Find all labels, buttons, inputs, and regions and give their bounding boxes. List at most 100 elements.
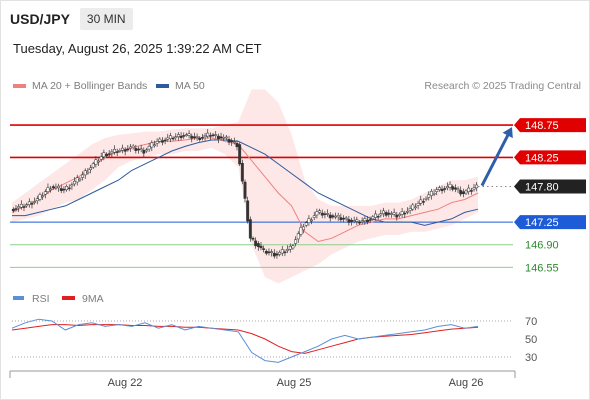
candle-up bbox=[176, 134, 180, 137]
candle-up bbox=[302, 226, 306, 231]
candle-up bbox=[75, 177, 79, 183]
candle-up bbox=[222, 137, 226, 139]
candle-down bbox=[328, 214, 332, 219]
candle-up bbox=[121, 147, 124, 151]
candle-up bbox=[312, 215, 316, 218]
candle-down bbox=[320, 212, 324, 216]
candle-up bbox=[203, 135, 207, 137]
timestamp: Tuesday, August 26, 2025 1:39:22 AM CET bbox=[13, 41, 262, 56]
candle-up bbox=[288, 246, 292, 250]
candle-up bbox=[408, 208, 412, 211]
level-label-147.80: 147.80 bbox=[525, 182, 559, 194]
rsi-legend-label: RSI bbox=[32, 293, 50, 305]
x-tick-label-Aug 22: Aug 22 bbox=[108, 377, 143, 389]
candle-up bbox=[429, 191, 433, 196]
candle-up bbox=[155, 141, 159, 144]
candle-up bbox=[49, 188, 53, 191]
timeframe-badge[interactable]: 30 MIN bbox=[79, 8, 133, 30]
candle-up bbox=[304, 222, 308, 226]
candle-down bbox=[275, 253, 279, 256]
candle-up bbox=[83, 170, 87, 176]
candle-up bbox=[291, 245, 295, 249]
rsi-line bbox=[11, 318, 479, 363]
candle-down bbox=[200, 137, 204, 139]
candle-down bbox=[421, 201, 425, 203]
candle-down bbox=[235, 142, 239, 148]
candle-down bbox=[267, 251, 271, 254]
candle-up bbox=[89, 167, 93, 170]
level-label-147.25: 147.25 bbox=[525, 217, 559, 229]
candle-down bbox=[227, 139, 231, 143]
ma20-swatch bbox=[13, 84, 26, 88]
candle-up bbox=[139, 148, 143, 151]
candle-down bbox=[251, 238, 255, 240]
candle-up bbox=[41, 195, 45, 198]
candle-up bbox=[129, 146, 132, 149]
candle-up bbox=[91, 163, 95, 168]
candle-up bbox=[153, 144, 156, 147]
candle-up bbox=[467, 187, 471, 192]
candle-up bbox=[99, 156, 103, 160]
candle-down bbox=[51, 186, 55, 189]
candle-up bbox=[232, 141, 236, 143]
candle-up bbox=[390, 213, 393, 215]
candle-up bbox=[315, 211, 319, 216]
candle-up bbox=[299, 227, 303, 235]
level-tag-147.80 bbox=[514, 179, 586, 194]
candle-up bbox=[38, 194, 42, 200]
candle-up bbox=[214, 134, 218, 136]
candle-up bbox=[475, 184, 479, 189]
candle-down bbox=[62, 188, 66, 191]
candle-down bbox=[240, 163, 244, 182]
candle-down bbox=[395, 214, 399, 218]
candle-up bbox=[405, 210, 409, 213]
candle-up bbox=[97, 160, 100, 163]
level-label-146.55: 146.55 bbox=[525, 262, 559, 274]
candle-up bbox=[43, 191, 47, 195]
candle-up bbox=[379, 213, 383, 216]
candle-up bbox=[456, 188, 460, 191]
candle-down bbox=[211, 134, 215, 137]
candle-up bbox=[392, 212, 396, 215]
candle-up bbox=[57, 185, 61, 189]
candle-down bbox=[115, 151, 119, 153]
candle-down bbox=[14, 208, 18, 210]
candle-down bbox=[347, 219, 351, 223]
candle-down bbox=[198, 137, 202, 140]
rsi-tick-30: 30 bbox=[525, 352, 537, 364]
candle-down bbox=[248, 219, 252, 239]
candle-down bbox=[243, 181, 247, 199]
candle-up bbox=[280, 249, 284, 254]
candle-up bbox=[344, 217, 348, 220]
candle-down bbox=[331, 215, 335, 218]
candle-up bbox=[102, 152, 106, 158]
candle-down bbox=[171, 137, 175, 140]
candle-down bbox=[230, 140, 234, 143]
rsi-ma9-line bbox=[11, 324, 479, 354]
candle-up bbox=[224, 136, 228, 139]
candle-down bbox=[107, 153, 111, 155]
candle-down bbox=[254, 240, 258, 247]
candle-up bbox=[326, 213, 329, 215]
candle-up bbox=[187, 133, 191, 136]
candle-up bbox=[413, 206, 417, 209]
candle-down bbox=[190, 135, 194, 139]
candle-up bbox=[427, 194, 431, 198]
ma50-swatch bbox=[156, 84, 169, 88]
candle-up bbox=[397, 214, 401, 216]
candle-down bbox=[192, 136, 196, 138]
candle-down bbox=[350, 219, 353, 222]
candle-up bbox=[147, 146, 151, 150]
candle-up bbox=[334, 215, 337, 218]
rsi-tick-70: 70 bbox=[525, 316, 537, 328]
level-label-148.75: 148.75 bbox=[525, 120, 559, 132]
candle-down bbox=[126, 148, 130, 151]
candle-up bbox=[270, 251, 274, 253]
candle-down bbox=[59, 188, 63, 191]
candle-up bbox=[400, 211, 404, 215]
candle-up bbox=[437, 187, 441, 191]
candle-down bbox=[30, 203, 34, 205]
level-tag-148.25 bbox=[514, 150, 586, 165]
candle-up bbox=[184, 134, 188, 136]
